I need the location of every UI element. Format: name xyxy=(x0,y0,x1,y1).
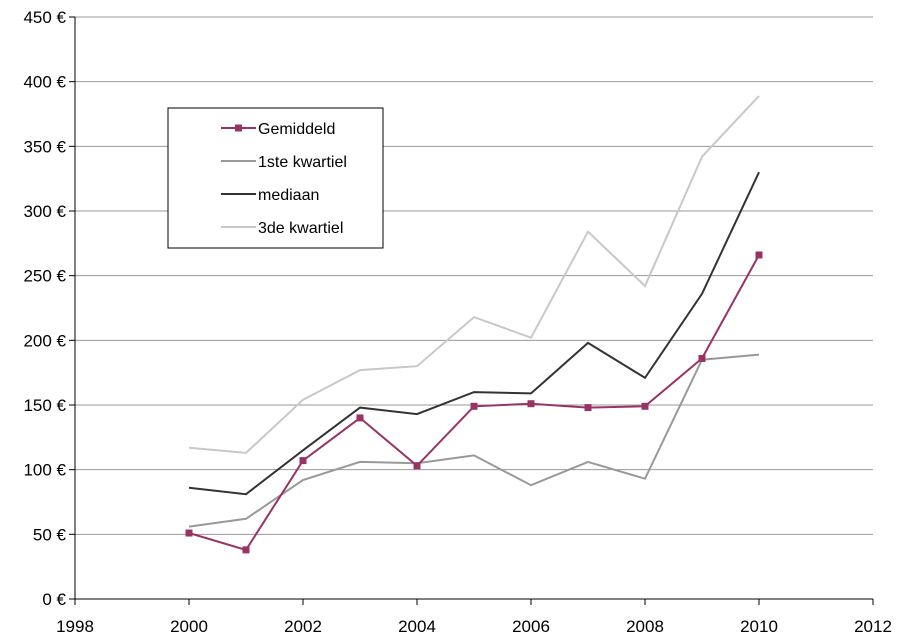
x-tick-label: 2002 xyxy=(284,617,322,636)
series-line-mediaan xyxy=(188,171,760,496)
data-point xyxy=(242,546,250,554)
data-point xyxy=(755,251,763,259)
y-tick-label: 100 € xyxy=(23,461,66,480)
data-point xyxy=(641,402,649,410)
data-point xyxy=(470,402,478,410)
x-tick-label: 2010 xyxy=(740,617,778,636)
legend: Gemiddeld 1ste kwartiel mediaan 3de kwartie… xyxy=(167,107,384,249)
y-tick-label: 350 € xyxy=(23,137,66,156)
series-line-gemiddeld xyxy=(188,254,760,552)
data-point xyxy=(527,400,535,408)
legend-item-gemiddeld: Gemiddeld xyxy=(221,121,335,138)
legend-label: 3de kwartiel xyxy=(258,220,343,237)
y-tick-label: 400 € xyxy=(23,73,66,92)
data-point xyxy=(299,457,307,465)
y-tick-label: 0 € xyxy=(42,590,66,609)
axes xyxy=(69,16,874,605)
series-lines xyxy=(185,95,763,554)
legend-item-3de-kwartiel: 3de kwartiel xyxy=(221,220,343,237)
x-tick-label: 2012 xyxy=(854,617,892,636)
y-tick-label: 150 € xyxy=(23,396,66,415)
series-3de-kwartiel xyxy=(188,95,760,454)
x-tick-label: 2004 xyxy=(398,617,436,636)
legend-marker xyxy=(235,124,242,132)
data-point xyxy=(185,529,193,537)
series-mediaan xyxy=(188,171,760,496)
legend-label: Gemiddeld xyxy=(258,121,335,138)
y-tick-label: 300 € xyxy=(23,202,66,221)
legend-item-mediaan: mediaan xyxy=(221,187,319,204)
series-line-3de-kwartiel xyxy=(188,95,760,454)
y-axis-tick-labels: 0 € 50 € 100 € 150 € 200 € 250 € 300 € 350 € 400… xyxy=(23,8,66,609)
legend-label: 1ste kwartiel xyxy=(258,154,347,171)
data-point xyxy=(698,354,706,362)
x-tick-label: 2008 xyxy=(626,617,664,636)
y-tick-label: 50 € xyxy=(33,525,67,544)
x-tick-label: 2006 xyxy=(512,617,550,636)
legend-box xyxy=(167,107,384,249)
series-gemiddeld xyxy=(185,251,763,554)
x-tick-label: 2000 xyxy=(170,617,208,636)
legend-label: mediaan xyxy=(258,187,319,204)
y-tick-label: 250 € xyxy=(23,267,66,286)
x-tick-label: 1998 xyxy=(56,617,94,636)
x-axis-tick-labels: 1998 2000 2002 2004 2006 2008 2010 2012 xyxy=(56,617,892,636)
series-1ste-kwartiel xyxy=(188,353,760,528)
series-line-1ste-kwartiel xyxy=(188,353,760,528)
gridlines xyxy=(75,16,873,535)
legend-item-1ste-kwartiel: 1ste kwartiel xyxy=(221,154,347,171)
data-point xyxy=(584,404,592,412)
y-tick-label: 200 € xyxy=(23,331,66,350)
data-point xyxy=(356,414,364,422)
y-tick-label: 450 € xyxy=(23,8,66,27)
data-point xyxy=(413,462,421,470)
